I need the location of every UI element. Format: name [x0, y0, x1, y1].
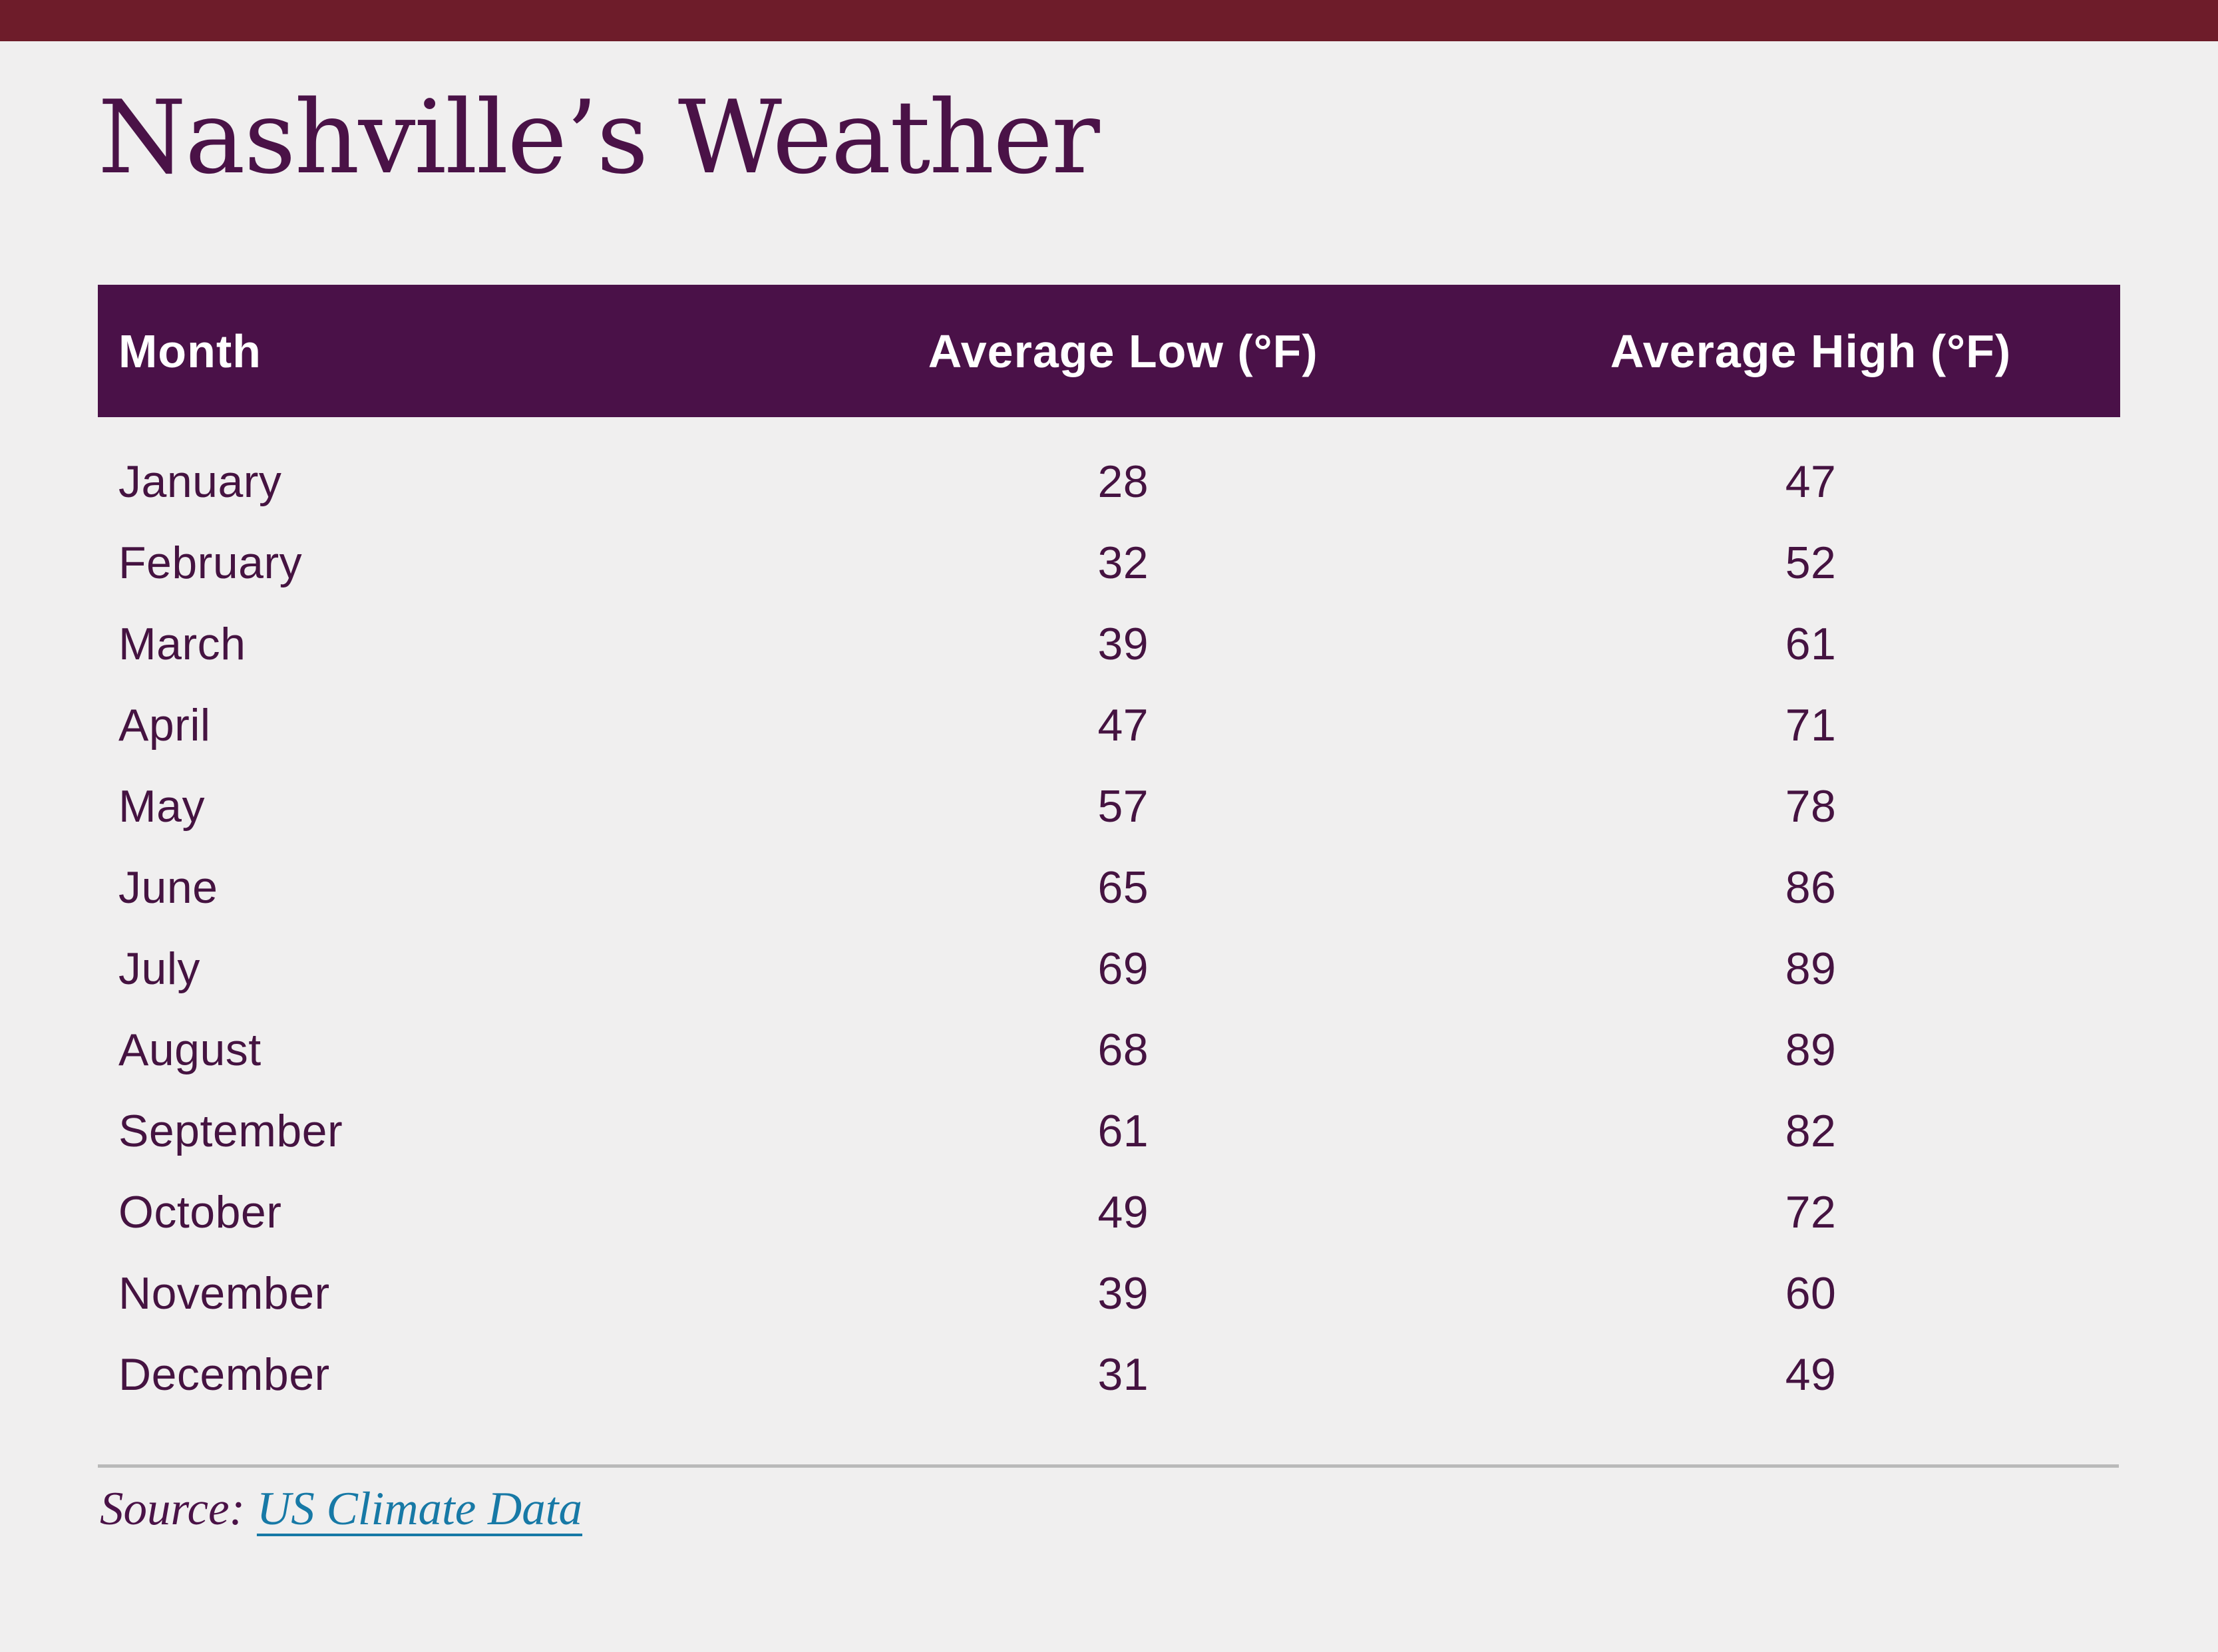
avg-low-cell: 39	[1097, 1268, 1149, 1319]
avg-high-cell: 52	[1785, 538, 1837, 588]
avg-high-cell: 82	[1785, 1106, 1837, 1156]
month-cell: October	[118, 1187, 282, 1238]
avg-low-cell: 28	[1097, 456, 1149, 507]
avg-high-cell: 71	[1785, 700, 1837, 750]
table-row: August 68 89	[98, 1009, 2120, 1090]
avg-low-cell: 68	[1097, 1025, 1149, 1075]
table-header-row: Month Average Low (°F) Average High (°F)	[98, 285, 2120, 417]
avg-low-cell: 31	[1097, 1349, 1149, 1400]
avg-high-cell: 72	[1785, 1187, 1837, 1238]
table-row: July 69 89	[98, 928, 2120, 1009]
month-cell: April	[118, 700, 211, 750]
source-divider	[98, 1464, 2119, 1468]
avg-low-cell: 61	[1097, 1106, 1149, 1156]
avg-low-cell: 47	[1097, 700, 1149, 750]
avg-low-cell: 39	[1097, 619, 1149, 669]
column-header-avg-high: Average High (°F)	[1610, 325, 2012, 377]
table-row: October 49 72	[98, 1172, 2120, 1253]
source-line: Source: US Climate Data	[100, 1482, 582, 1536]
table-row: January 28 47	[98, 441, 2120, 522]
column-header-month: Month	[118, 325, 262, 377]
top-accent-bar	[0, 0, 2218, 41]
avg-low-cell: 32	[1097, 538, 1149, 588]
avg-high-cell: 49	[1785, 1349, 1837, 1400]
table-row: November 39 60	[98, 1253, 2120, 1334]
month-cell: June	[118, 862, 218, 913]
month-cell: December	[118, 1349, 330, 1400]
month-cell: September	[118, 1106, 343, 1156]
table-row: December 31 49	[98, 1334, 2120, 1415]
column-header-avg-low: Average Low (°F)	[928, 325, 1318, 377]
page-title: Nashville’s Weather	[98, 79, 1100, 196]
avg-high-cell: 47	[1785, 456, 1837, 507]
table-row: September 61 82	[98, 1090, 2120, 1172]
avg-high-cell: 86	[1785, 862, 1837, 913]
table-row: May 57 78	[98, 766, 2120, 847]
month-cell: May	[118, 781, 205, 832]
table-row: June 65 86	[98, 847, 2120, 928]
month-cell: March	[118, 619, 246, 669]
avg-high-cell: 89	[1785, 943, 1837, 994]
source-label: Source:	[100, 1483, 246, 1535]
month-cell: January	[118, 456, 282, 507]
table-row: April 47 71	[98, 685, 2120, 766]
month-cell: July	[118, 943, 200, 994]
table-row: February 32 52	[98, 522, 2120, 603]
avg-low-cell: 65	[1097, 862, 1149, 913]
weather-table: Month Average Low (°F) Average High (°F)…	[98, 285, 2120, 1415]
table-row: March 39 61	[98, 603, 2120, 685]
avg-low-cell: 57	[1097, 781, 1149, 832]
avg-low-cell: 49	[1097, 1187, 1149, 1238]
month-cell: November	[118, 1268, 330, 1319]
table-spacer-row	[98, 417, 2120, 441]
month-cell: August	[118, 1025, 262, 1075]
source-link[interactable]: US Climate Data	[256, 1483, 583, 1535]
avg-high-cell: 61	[1785, 619, 1837, 669]
avg-high-cell: 60	[1785, 1268, 1837, 1319]
avg-high-cell: 89	[1785, 1025, 1837, 1075]
avg-high-cell: 78	[1785, 781, 1837, 832]
month-cell: February	[118, 538, 303, 588]
avg-low-cell: 69	[1097, 943, 1149, 994]
